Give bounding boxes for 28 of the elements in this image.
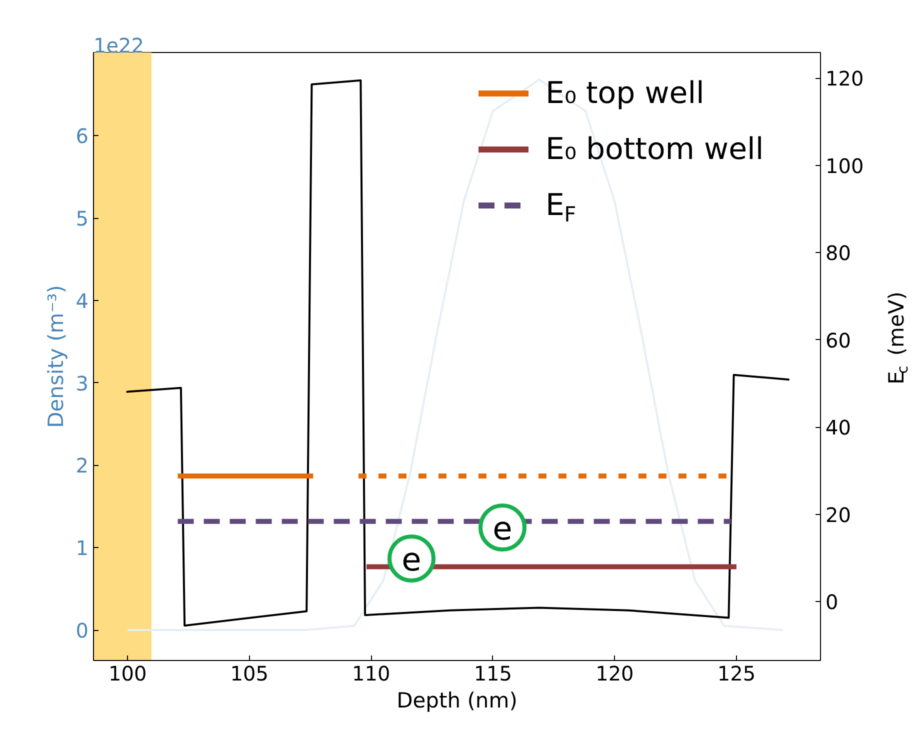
y2-tick-label: 80 xyxy=(826,241,851,266)
annotation: e xyxy=(492,510,512,548)
x-tick-label: 125 xyxy=(717,662,756,686)
y2-tick-label: 40 xyxy=(826,416,851,440)
legend-label: E₀ bottom well xyxy=(546,132,764,167)
x-tick-label: 100 xyxy=(108,662,147,686)
y2-tick-label: 120 xyxy=(826,66,864,91)
y2-tick-label: 20 xyxy=(826,502,851,527)
annotation: 1e22 xyxy=(94,34,144,58)
y-tick-label: 3 xyxy=(76,371,89,396)
x-axis-title: Depth (nm) xyxy=(396,688,518,712)
y-tick-label: 4 xyxy=(76,288,89,313)
y2-axis-title: Ec (meV) xyxy=(884,292,912,384)
y-tick-label: 5 xyxy=(76,206,89,231)
y2-tick-label: 100 xyxy=(826,154,864,178)
y-axis-title: Density (m⁻³) xyxy=(44,285,68,428)
x-tick-label: 120 xyxy=(596,662,634,686)
x-tick-label: 110 xyxy=(352,662,390,686)
y-tick-label: 2 xyxy=(76,454,89,478)
y-tick-label: 1 xyxy=(76,536,89,560)
y-tick-label: 6 xyxy=(76,124,89,148)
x-tick-label: 105 xyxy=(230,662,268,686)
x-tick-label: 115 xyxy=(474,662,512,686)
y2-tick-label: 60 xyxy=(826,328,851,352)
annotation: e xyxy=(402,540,422,578)
y-tick-label: 0 xyxy=(76,618,89,643)
y2-tick-label: 0 xyxy=(826,590,838,614)
legend-label: E₀ top well xyxy=(546,76,704,111)
